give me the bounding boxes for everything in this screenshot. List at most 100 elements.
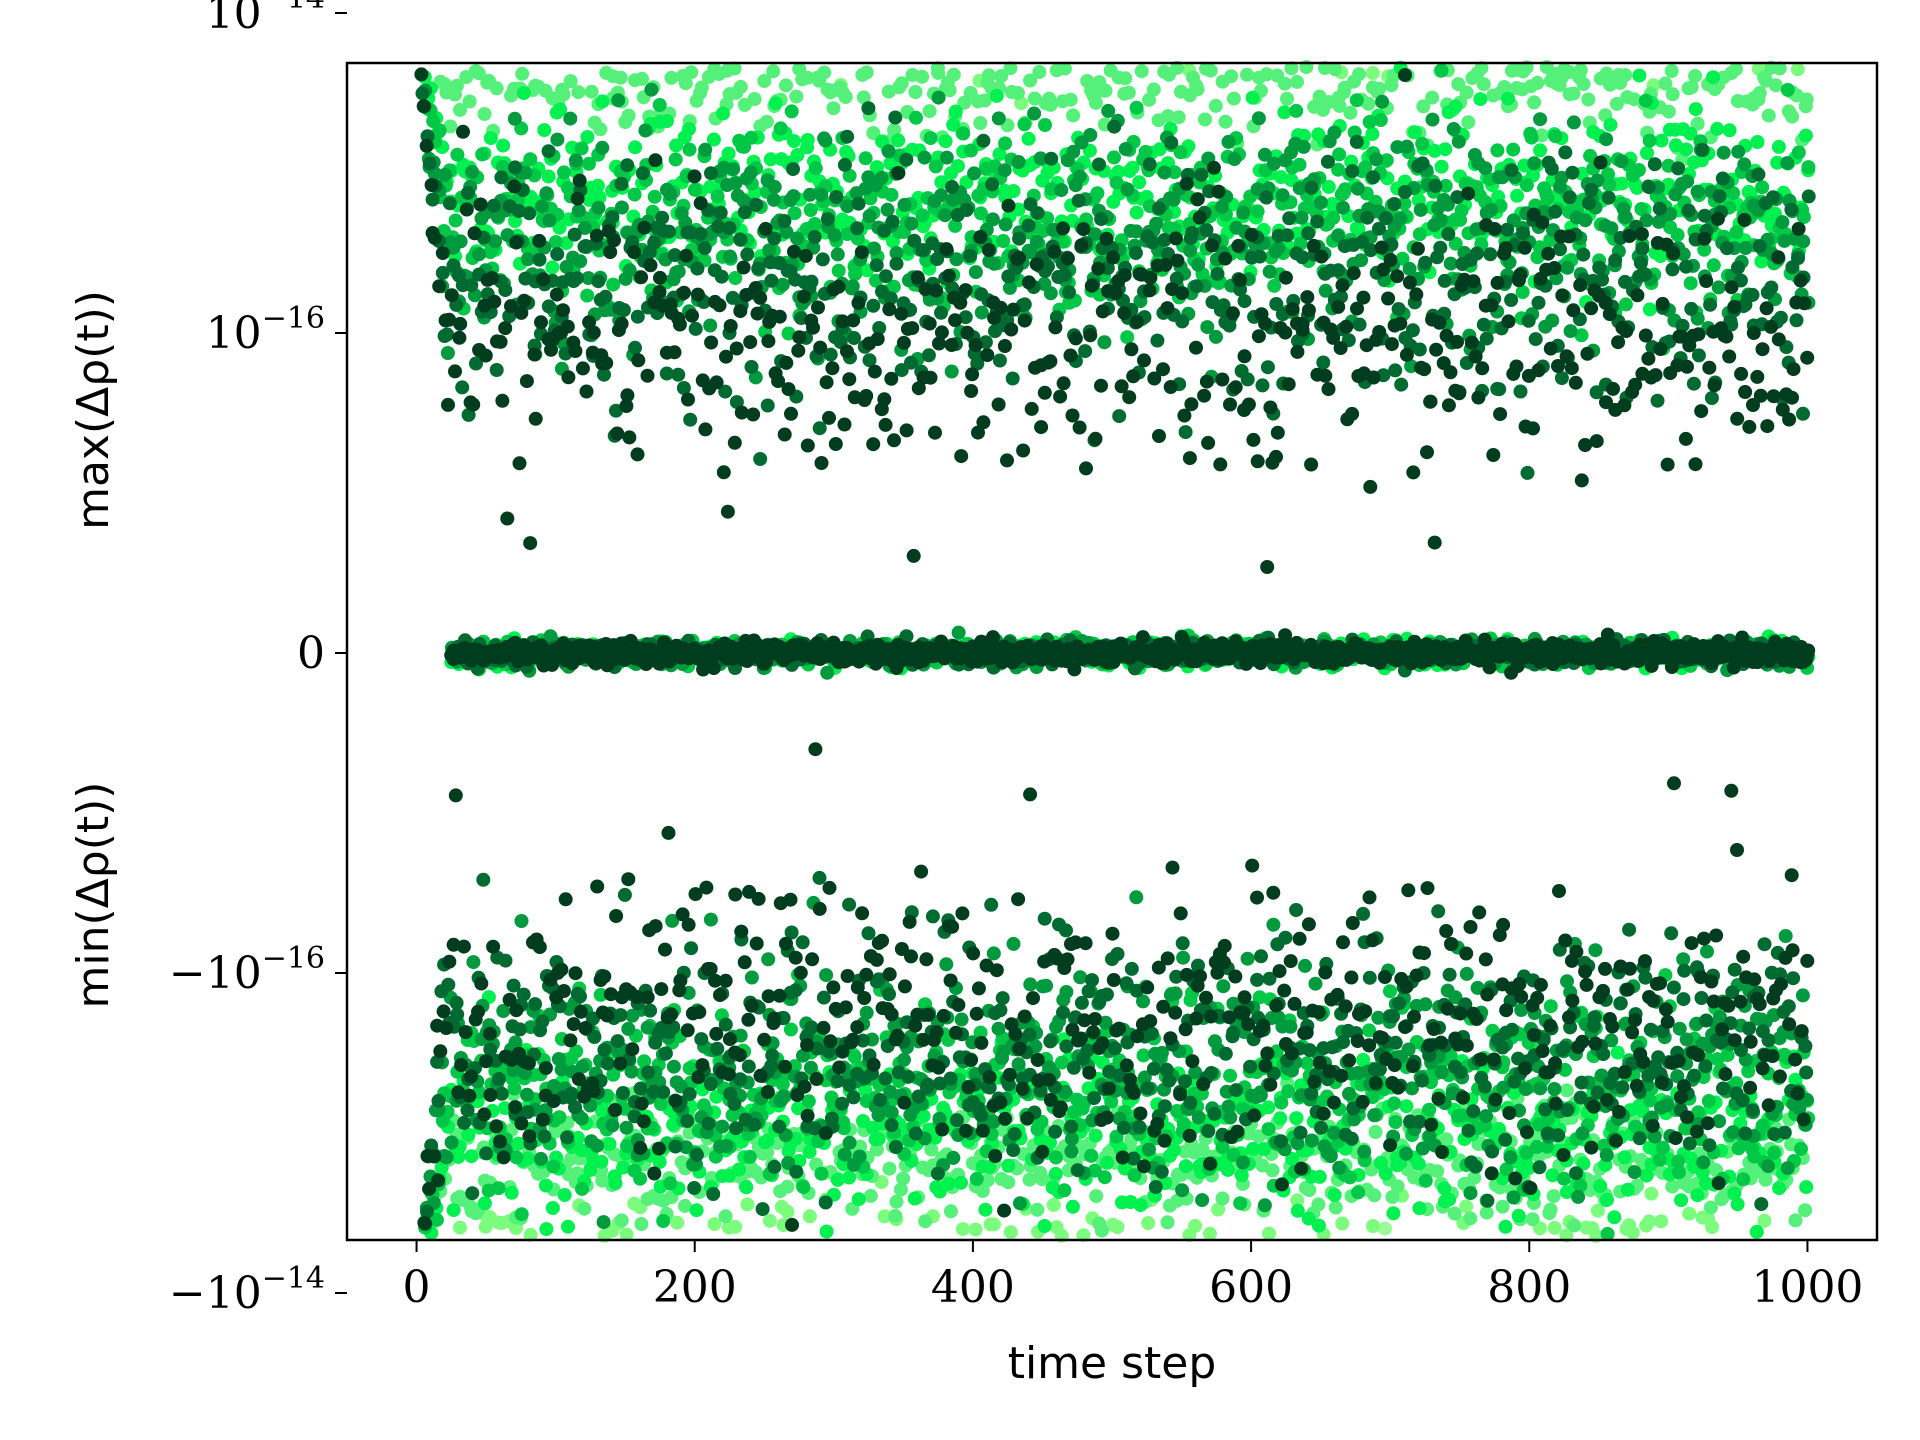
scatter-point	[1084, 1148, 1099, 1163]
scatter-point	[678, 1198, 692, 1213]
scatter-point	[710, 189, 725, 204]
scatter-point	[1798, 1203, 1813, 1218]
scatter-point	[634, 1217, 649, 1231]
scatter-point	[1261, 1122, 1276, 1137]
scatter-point	[464, 1149, 479, 1164]
scatter-point	[1367, 1188, 1382, 1203]
scatter-point	[869, 1142, 884, 1157]
scatter-point	[742, 1149, 757, 1164]
scatter-point	[1674, 1193, 1689, 1208]
scatter-point	[802, 1209, 817, 1224]
scatter-point	[1059, 985, 1074, 999]
scatter-point	[1418, 997, 1433, 1012]
scatter-point	[1755, 180, 1770, 195]
scatter-point	[1100, 1155, 1115, 1170]
scatter-point	[1224, 69, 1239, 84]
scatter-point	[605, 1118, 620, 1133]
scatter-point	[1149, 216, 1164, 231]
scatter-point	[1262, 1226, 1276, 1241]
scatter-point	[1039, 978, 1054, 993]
scatter-point	[1290, 74, 1304, 89]
scatter-point	[1679, 142, 1694, 157]
scatter-point	[1001, 1175, 1016, 1190]
scatter-point	[1088, 1128, 1103, 1143]
scatter-point	[1459, 966, 1474, 981]
scatter-point	[1665, 87, 1680, 102]
scatter-point	[780, 1179, 795, 1194]
scatter-point	[1215, 1191, 1230, 1206]
scatter-point	[1670, 227, 1685, 242]
scatter-point	[871, 1132, 886, 1147]
scatter-point	[838, 90, 853, 104]
scatter-point	[1209, 329, 1223, 344]
scatter-point	[1413, 202, 1428, 217]
scatter-point	[1515, 285, 1530, 300]
scatter-point	[1017, 117, 1032, 132]
scatter-point	[982, 68, 996, 83]
scatter-point	[1003, 1225, 1018, 1240]
scatter-point	[1327, 1188, 1342, 1202]
scatter-point	[924, 1142, 939, 1157]
scatter-point	[1559, 1083, 1574, 1098]
scatter-point	[998, 136, 1013, 151]
scatter-point	[1434, 159, 1449, 174]
scatter-point	[1023, 73, 1038, 88]
scatter-point	[891, 133, 906, 148]
scatter-point	[1352, 67, 1367, 82]
scatter-point	[573, 254, 588, 269]
scatter-point	[1415, 136, 1430, 151]
scatter-point	[1354, 253, 1369, 268]
scatter-point	[1275, 188, 1290, 203]
scatter-point	[669, 138, 684, 153]
scatter-point	[1620, 1182, 1635, 1197]
scatter-point	[1367, 1108, 1382, 1123]
scatter-point	[1227, 152, 1242, 166]
scatter-point	[1284, 61, 1299, 76]
scatter-point	[779, 78, 793, 93]
scatter-point	[671, 264, 686, 279]
scatter-point	[1088, 95, 1103, 110]
scatter-point	[1043, 97, 1058, 112]
scatter-point	[1094, 1223, 1109, 1238]
scatter-point	[897, 197, 912, 212]
scatter-point	[466, 955, 481, 970]
scatter-point	[1372, 81, 1387, 96]
scatter-point	[1001, 1158, 1016, 1173]
scatter-point	[1301, 1211, 1316, 1226]
scatter-point	[706, 132, 721, 147]
scatter-point	[1111, 164, 1126, 179]
scatter-point	[1138, 144, 1153, 159]
scatter-point	[1365, 127, 1380, 141]
scatter-point	[453, 1220, 467, 1235]
scatter-point	[783, 1022, 798, 1037]
scatter-point	[1216, 979, 1231, 994]
scatter-point	[678, 76, 693, 91]
scatter-point	[973, 206, 988, 221]
scatter-point	[1356, 1052, 1371, 1067]
scatter-point	[584, 84, 599, 99]
scatter-point	[931, 90, 946, 105]
scatter-point	[880, 202, 895, 217]
scatter-point	[1658, 76, 1673, 91]
scatter-point	[1152, 142, 1167, 157]
scatter-point	[853, 1139, 868, 1154]
scatter-point	[792, 1153, 807, 1168]
scatter-point	[987, 256, 1002, 271]
scatter-point	[1057, 1183, 1072, 1198]
scatter-point	[1378, 1166, 1393, 1181]
scatter-point	[830, 1172, 845, 1187]
scatter-point	[591, 200, 606, 215]
scatter-point	[1129, 890, 1144, 905]
scatter-point	[515, 66, 530, 81]
scatter-point	[790, 148, 805, 162]
scatter-point	[1321, 179, 1336, 194]
scatter-point	[877, 1209, 892, 1224]
scatter-point	[851, 1192, 866, 1207]
scatter-point	[721, 146, 736, 161]
scatter-point	[980, 1173, 995, 1188]
scatter-point	[633, 1171, 648, 1186]
scatter-point	[931, 65, 946, 80]
scatter-point	[1412, 1201, 1427, 1216]
scatter-point	[1543, 999, 1558, 1014]
scatter-point	[1654, 1214, 1669, 1229]
